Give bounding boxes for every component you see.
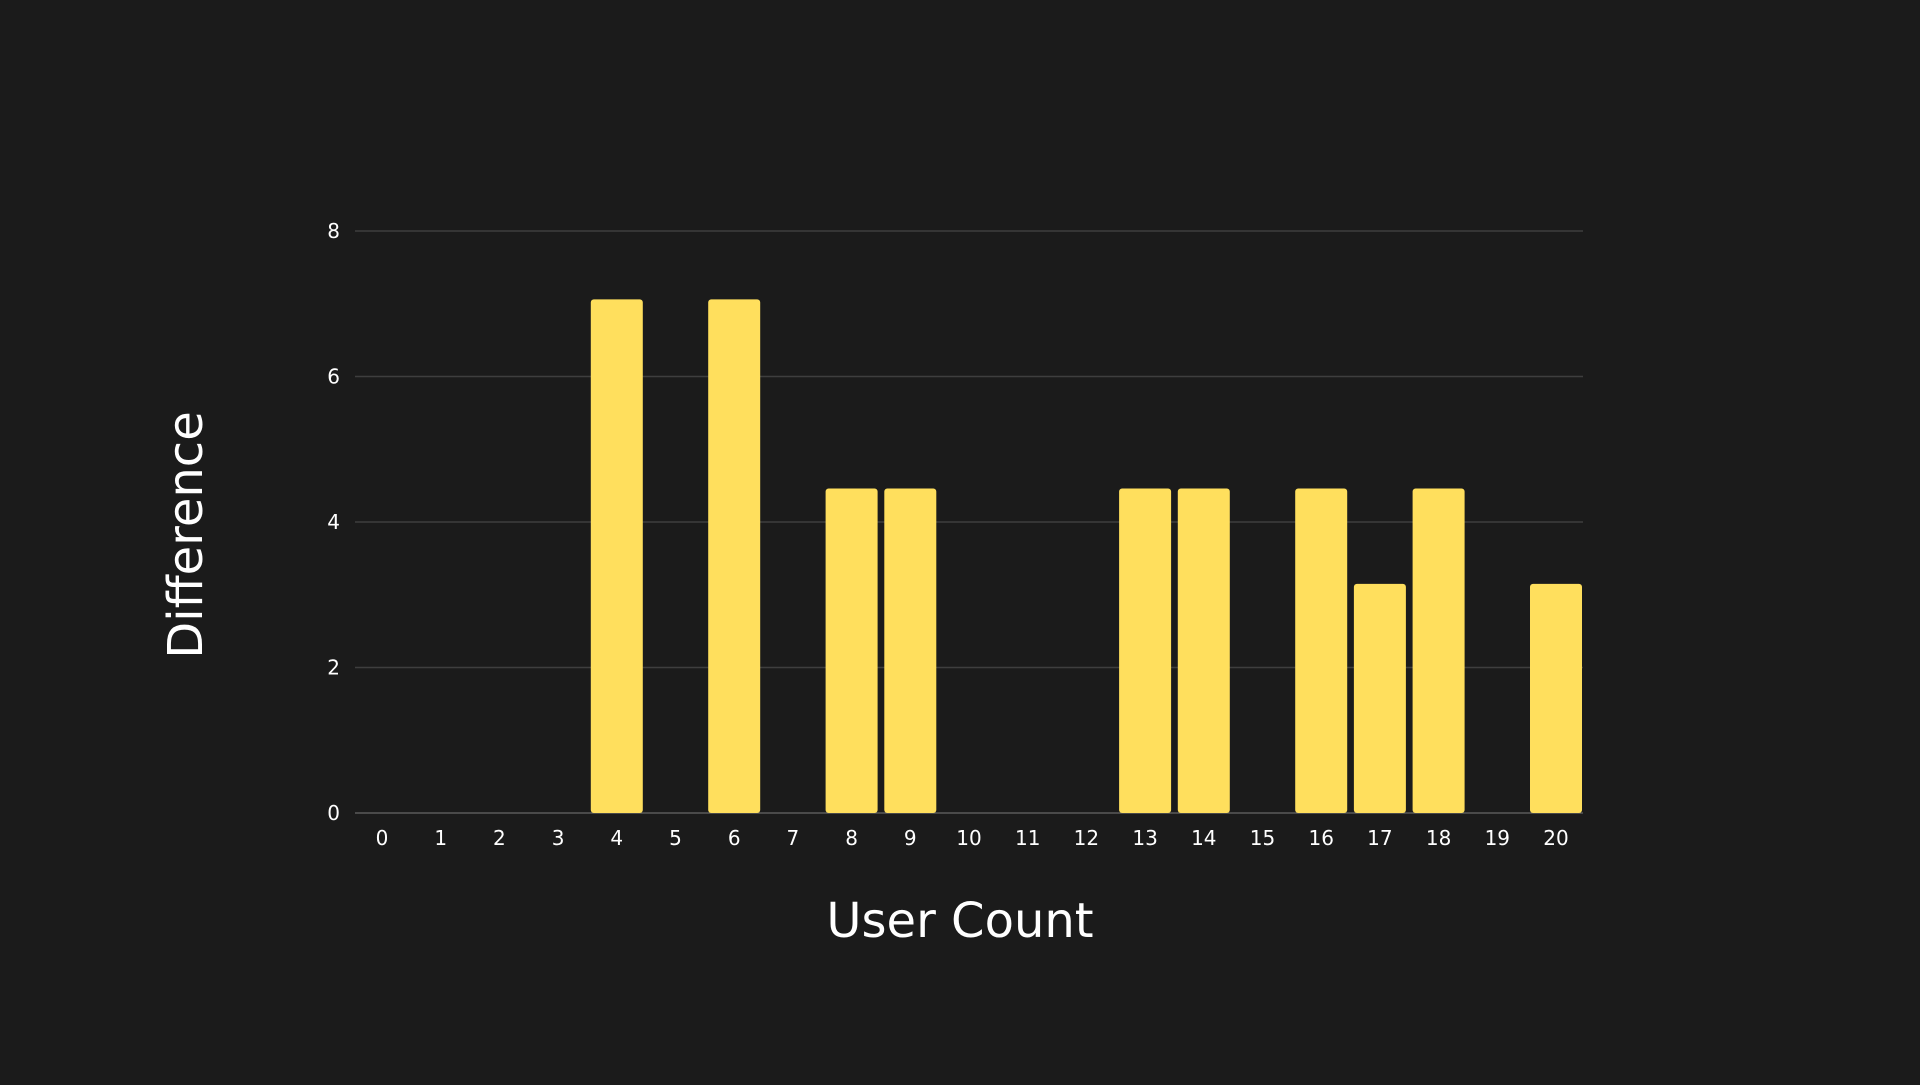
y-axis-title: Difference xyxy=(158,411,214,658)
x-tick-label: 2 xyxy=(493,826,506,850)
bar-4 xyxy=(590,299,643,813)
bar-18 xyxy=(1412,488,1465,813)
x-tick-label: 1 xyxy=(434,826,447,850)
bar-14 xyxy=(1177,488,1230,813)
y-axis-ticks: 0 2 4 6 8 xyxy=(327,219,340,825)
x-tick-label: 0 xyxy=(376,826,389,850)
x-tick-label: 9 xyxy=(904,826,917,850)
x-tick-label: 8 xyxy=(845,826,858,850)
bar-8 xyxy=(825,488,878,813)
x-tick-label: 3 xyxy=(552,826,565,850)
x-tick-label: 6 xyxy=(728,826,741,850)
x-tick-label: 16 xyxy=(1308,826,1333,850)
y-tick-label: 6 xyxy=(327,365,340,389)
x-axis-title: User Count xyxy=(826,893,1093,949)
x-tick-label: 4 xyxy=(610,826,623,850)
bar-13 xyxy=(1119,488,1172,813)
y-tick-label: 2 xyxy=(327,656,340,680)
x-tick-label: 11 xyxy=(1015,826,1040,850)
x-tick-label: 5 xyxy=(669,826,682,850)
bar-9 xyxy=(884,488,937,813)
y-tick-label: 0 xyxy=(327,801,340,825)
x-tick-label: 14 xyxy=(1191,826,1216,850)
x-tick-label: 19 xyxy=(1485,826,1510,850)
x-tick-label: 17 xyxy=(1367,826,1392,850)
bar-17 xyxy=(1353,583,1406,813)
x-axis-ticks: 0 1 2 3 4 5 6 7 8 9 10 11 12 13 14 15 16 17 18 19 20 xyxy=(376,826,1569,850)
x-tick-label: 13 xyxy=(1132,826,1157,850)
x-tick-label: 7 xyxy=(787,826,800,850)
x-tick-label: 18 xyxy=(1426,826,1451,850)
x-tick-label: 10 xyxy=(956,826,981,850)
y-tick-label: 8 xyxy=(327,219,340,243)
y-tick-label: 4 xyxy=(327,510,340,534)
bar-6 xyxy=(708,299,761,813)
bars xyxy=(590,299,1582,813)
x-tick-label: 20 xyxy=(1543,826,1568,850)
x-tick-label: 12 xyxy=(1074,826,1099,850)
bar-20 xyxy=(1530,583,1582,813)
bar-16 xyxy=(1295,488,1348,813)
x-tick-label: 15 xyxy=(1250,826,1275,850)
